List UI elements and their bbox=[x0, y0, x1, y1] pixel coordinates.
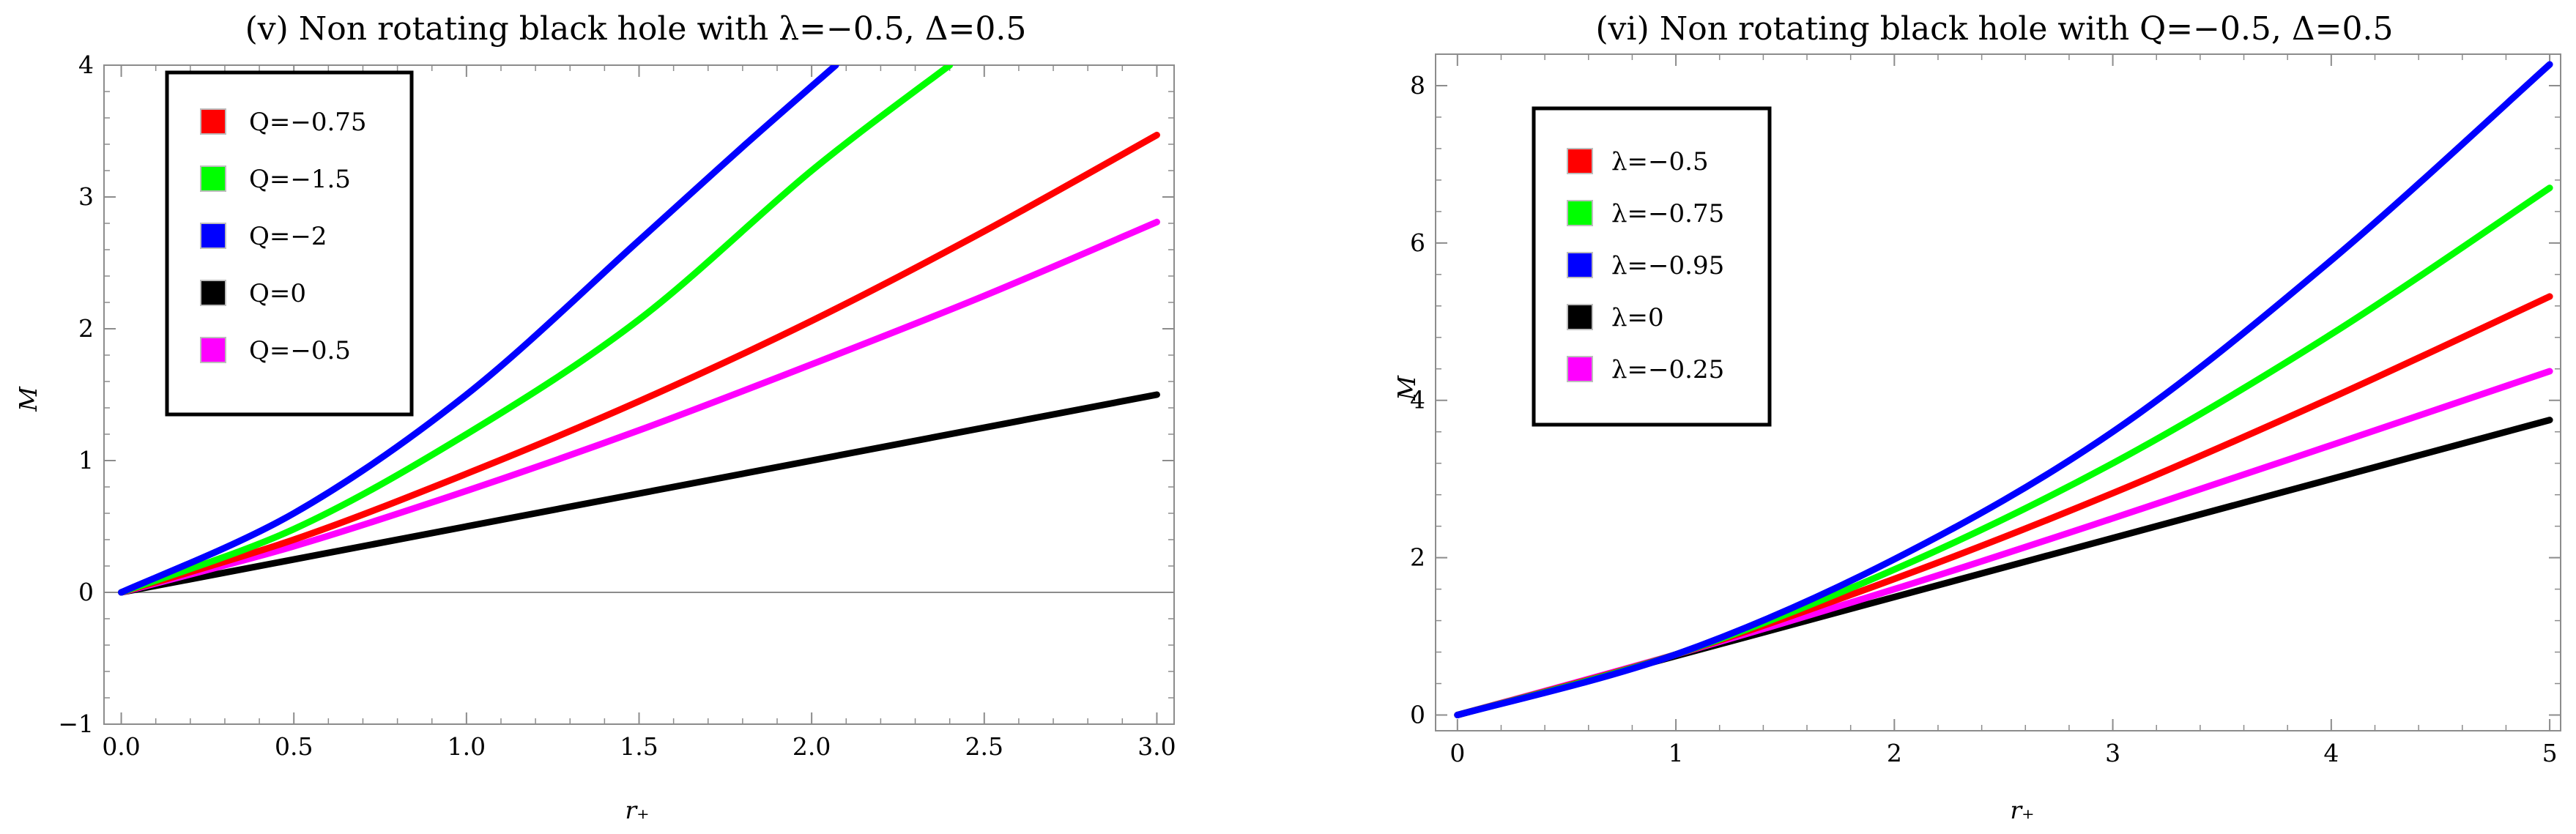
series-line-1-1 bbox=[118, 131, 1160, 596]
legend-label: Q=−0.5 bbox=[249, 336, 351, 365]
legend-label: λ=0 bbox=[1611, 303, 1664, 332]
y-tick-label: 4 bbox=[78, 51, 94, 79]
y-tick-label: 2 bbox=[1410, 543, 1425, 572]
series-group bbox=[118, 65, 1160, 596]
axes-1: 0.0 0.5 1.0 1.5 2.0 2.5 3.0 −1 0 1 2 3 4 bbox=[58, 51, 1176, 761]
series-line-1-3 bbox=[118, 65, 839, 596]
x-tick-label: 4 bbox=[2323, 739, 2339, 767]
y-tick-label: 8 bbox=[1410, 71, 1425, 100]
series-group bbox=[1454, 61, 2553, 719]
y-tick-label: 4 bbox=[1410, 386, 1425, 414]
plot-frame-2 bbox=[1435, 53, 2561, 731]
legend-1: Q=−0.75 Q=−1.5 Q=−2 Q=0 Q=−0.5 bbox=[165, 70, 414, 417]
legend-swatch bbox=[1567, 304, 1593, 330]
chart-title-1: (v) Non rotating black hole with λ=−0.5,… bbox=[245, 10, 1027, 48]
legend-swatch bbox=[200, 165, 226, 192]
series-line-2-3 bbox=[1454, 61, 2553, 719]
x-tick-label: 2 bbox=[1887, 739, 1902, 767]
y-axis-label-1: M bbox=[14, 386, 42, 412]
series-line-1-2 bbox=[118, 65, 954, 596]
y-tick-label: 0 bbox=[1410, 701, 1425, 729]
legend-label: λ=−0.5 bbox=[1611, 147, 1709, 176]
x-tick-label: 3.0 bbox=[1137, 732, 1176, 761]
legend-swatch bbox=[1567, 200, 1593, 226]
x-axis-label-2: r₊ bbox=[2010, 796, 2034, 824]
x-tick-label: 2.5 bbox=[965, 732, 1003, 761]
x-tick-label: 5 bbox=[2542, 739, 2558, 767]
axes-2: 0 1 2 3 4 5 0 2 4 6 8 bbox=[1410, 53, 2561, 767]
x-tick-label: 3 bbox=[2105, 739, 2120, 767]
chart-panel-1: (v) Non rotating black hole with λ=−0.5,… bbox=[14, 10, 1176, 824]
chart-panel-2: (vi) Non rotating black hole with Q=−0.5… bbox=[1392, 10, 2561, 824]
legend-swatch bbox=[200, 223, 226, 249]
y-tick-label: 6 bbox=[1410, 228, 1425, 257]
legend-swatch bbox=[200, 337, 226, 363]
legend-2: λ=−0.5 λ=−0.75 λ=−0.95 λ=0 λ=−0.25 bbox=[1532, 106, 1772, 427]
x-tick-label: 1.5 bbox=[620, 732, 658, 761]
x-tick-label: 1 bbox=[1669, 739, 1684, 767]
legend-swatch bbox=[200, 108, 226, 135]
y-tick-label: 0 bbox=[78, 578, 94, 606]
series-line-1-4 bbox=[118, 391, 1160, 596]
chart-title-2: (vi) Non rotating black hole with Q=−0.5… bbox=[1595, 10, 2393, 48]
y-axis-label-2: M bbox=[1392, 375, 1421, 401]
legend-label: λ=−0.75 bbox=[1611, 199, 1724, 228]
legend-swatch bbox=[1567, 252, 1593, 278]
y-tick-label: 3 bbox=[78, 182, 94, 211]
y-tick-label: 2 bbox=[78, 314, 94, 343]
y-tick-label: −1 bbox=[58, 710, 94, 738]
legend-label: Q=−1.5 bbox=[249, 165, 351, 194]
y-tick-label: 1 bbox=[78, 446, 94, 474]
legend-label: Q=−0.75 bbox=[249, 108, 367, 137]
x-tick-label: 0.5 bbox=[275, 732, 313, 761]
legend-swatch bbox=[1567, 148, 1593, 174]
series-2 bbox=[1454, 61, 2553, 719]
legend-label: λ=−0.25 bbox=[1611, 355, 1724, 384]
series-1 bbox=[118, 65, 1160, 596]
x-tick-label: 0 bbox=[1450, 739, 1465, 767]
x-axis-label-1: r₊ bbox=[625, 796, 649, 824]
x-tick-label: 0.0 bbox=[102, 732, 140, 761]
x-tick-label: 1.0 bbox=[448, 732, 486, 761]
legend-label: Q=0 bbox=[249, 279, 306, 308]
x-tick-label: 2.0 bbox=[793, 732, 831, 761]
legend-label: Q=−2 bbox=[249, 222, 327, 251]
legend-swatch bbox=[1567, 356, 1593, 382]
series-line-1-5 bbox=[118, 218, 1160, 596]
legend-label: λ=−0.95 bbox=[1611, 251, 1724, 280]
legend-swatch bbox=[200, 280, 226, 306]
